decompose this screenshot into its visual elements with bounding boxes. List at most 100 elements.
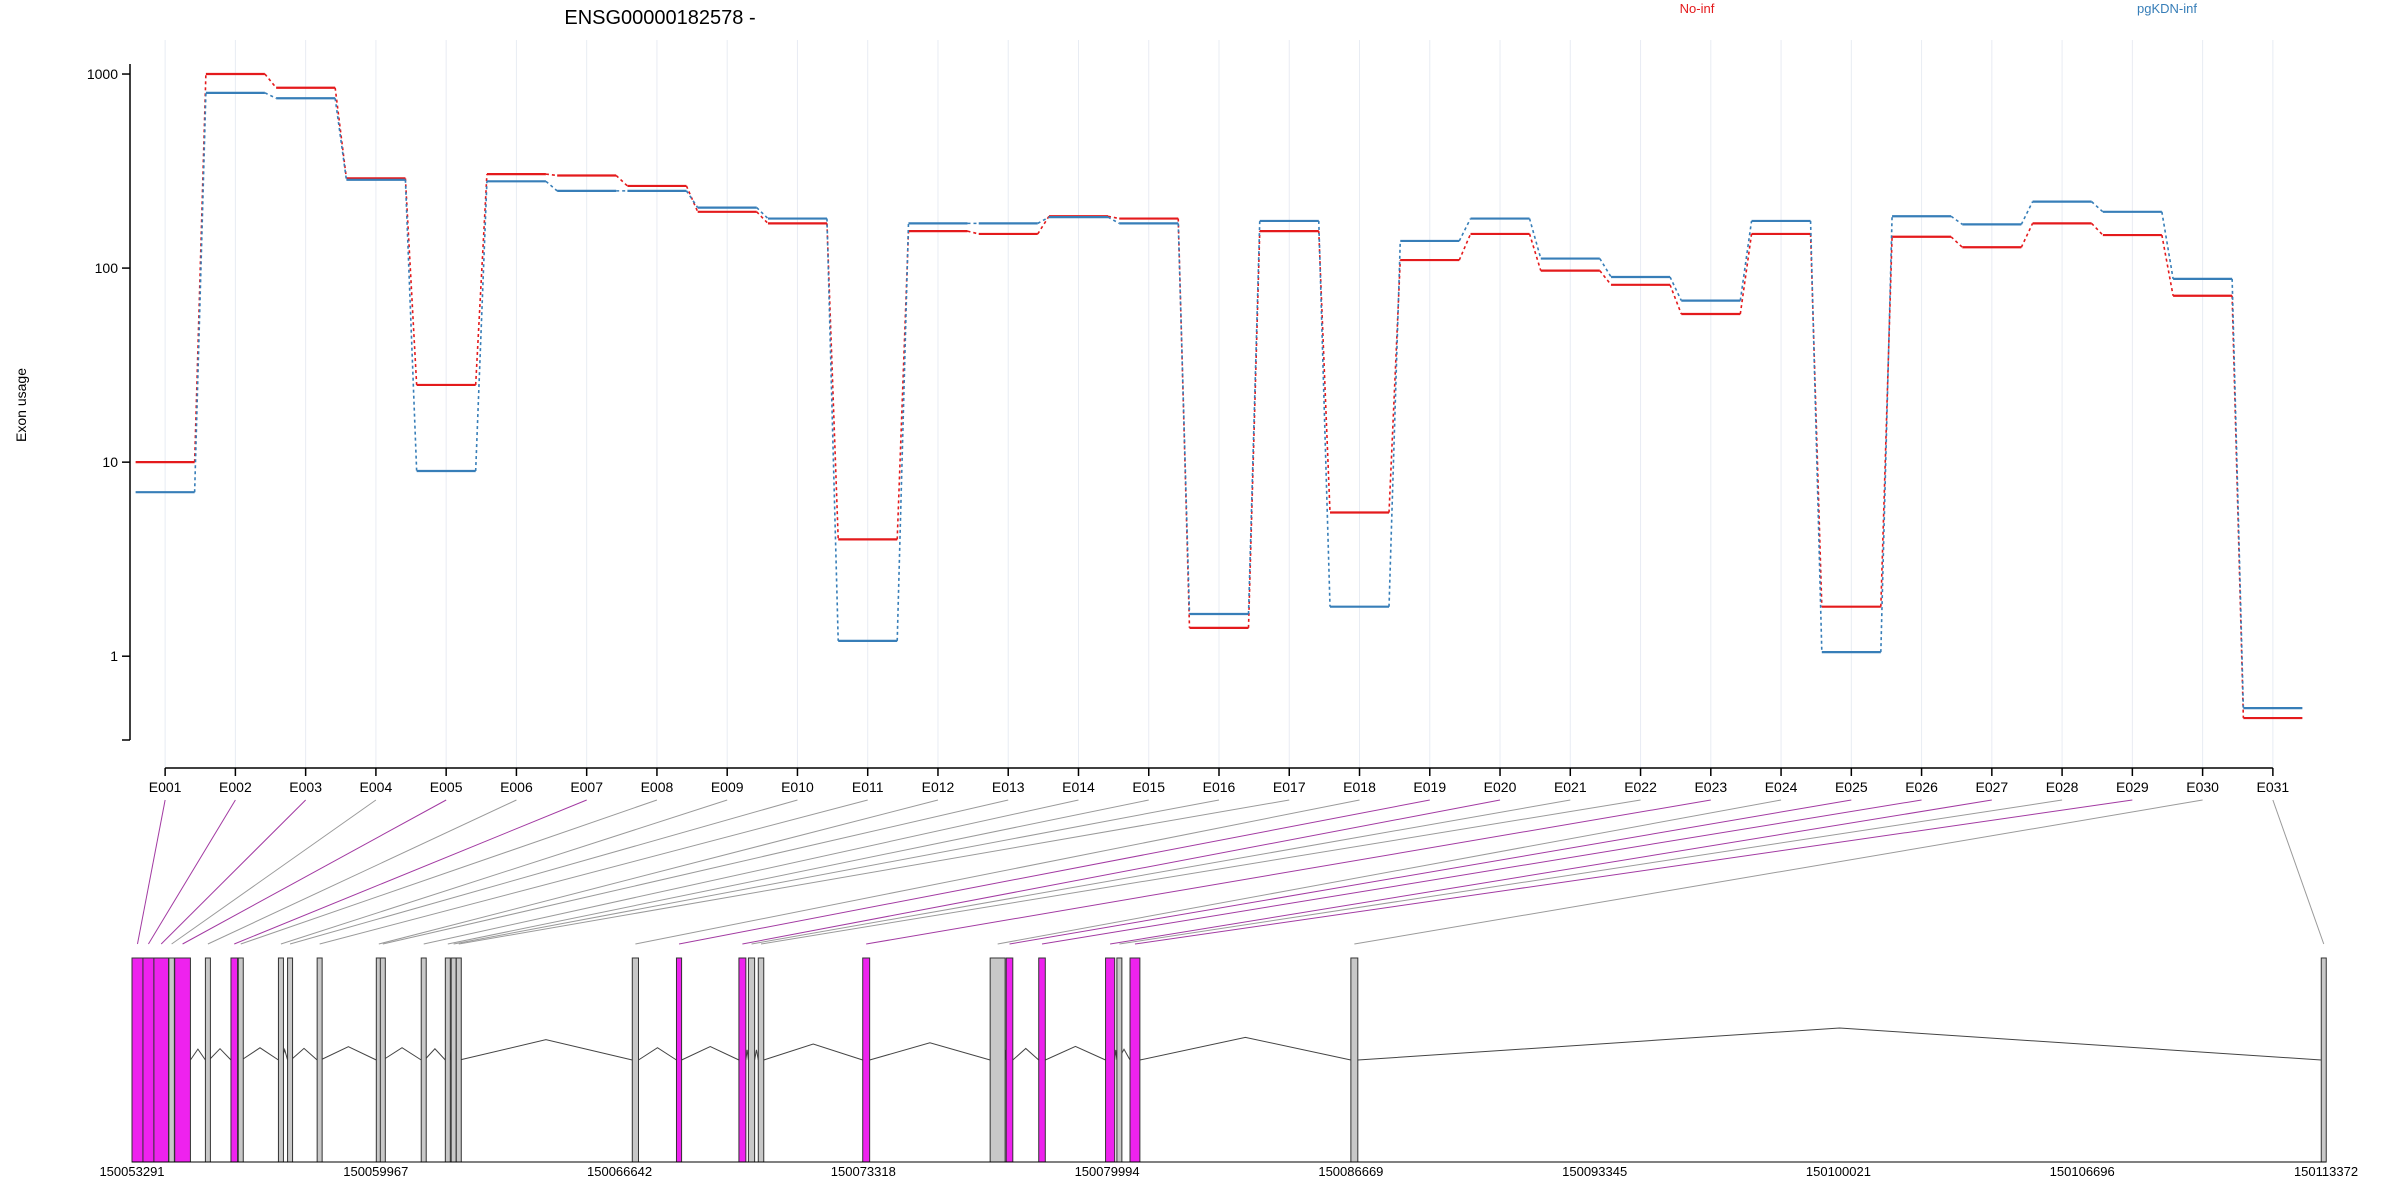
series-connector-no-inf bbox=[1528, 233, 1542, 271]
series-connector-pgkdn-inf bbox=[1177, 223, 1191, 615]
connector-e020 bbox=[742, 799, 1501, 945]
y-axis: 1 10 100 1000 bbox=[87, 64, 131, 741]
series-connector-no-inf bbox=[1458, 233, 1472, 261]
intron-line bbox=[320, 1046, 377, 1061]
intron-line bbox=[869, 1042, 991, 1061]
intron-line bbox=[424, 1048, 446, 1061]
exon-box-e001 bbox=[131, 957, 144, 1163]
series-connector-no-inf bbox=[1388, 260, 1402, 513]
connector-e018 bbox=[635, 799, 1360, 945]
exon-box-e015 bbox=[444, 957, 451, 1163]
exon-box-e027 bbox=[1105, 957, 1116, 1163]
series-connector-pgkdn-inf bbox=[1599, 258, 1612, 278]
x-tick-label: E018 bbox=[1343, 779, 1376, 795]
connector-e013 bbox=[382, 799, 1009, 945]
exon-box-e016 bbox=[450, 957, 457, 1163]
series-connector-no-inf bbox=[1247, 231, 1261, 628]
x-tick-label: E026 bbox=[1905, 779, 1938, 795]
coord-tick-label: 150106696 bbox=[2050, 1164, 2115, 1179]
series-connector-no-inf bbox=[896, 231, 910, 540]
exon-box-e002 bbox=[142, 957, 155, 1163]
connector-e012 bbox=[378, 799, 939, 945]
exon-box-e009 bbox=[277, 957, 284, 1163]
exon-box-e007 bbox=[230, 957, 239, 1163]
connector-e015 bbox=[447, 799, 1149, 945]
series-connector-pgkdn-inf bbox=[2091, 201, 2104, 213]
exon-box-e010 bbox=[287, 957, 294, 1163]
coord-tick-label: 150053291 bbox=[99, 1164, 164, 1179]
connector-e003 bbox=[160, 799, 306, 945]
intron-line bbox=[681, 1046, 740, 1061]
series-connector-no-inf bbox=[2091, 222, 2104, 236]
intron-line bbox=[638, 1047, 677, 1061]
x-tick-label: E002 bbox=[219, 779, 252, 795]
series-connector-pgkdn-inf bbox=[334, 98, 348, 180]
series-connector-pgkdn-inf bbox=[1388, 240, 1402, 607]
series-connector-pgkdn-inf bbox=[1037, 216, 1050, 225]
y-tick-label: 1000 bbox=[87, 66, 118, 82]
series-connector-pgkdn-inf bbox=[2161, 211, 2174, 279]
series-connector-pgkdn-inf bbox=[896, 223, 910, 641]
exon-box-e019 bbox=[675, 957, 683, 1163]
series-connector-pgkdn-inf bbox=[1107, 216, 1120, 225]
legend-entry-pgkdn-inf: pgKDN-inf bbox=[2137, 1, 2197, 16]
series-connector-no-inf bbox=[404, 178, 418, 385]
series-connector-pgkdn-inf bbox=[1880, 216, 1893, 653]
connector-e004 bbox=[171, 799, 377, 945]
x-tick-label: E021 bbox=[1554, 779, 1587, 795]
intron-line bbox=[208, 1047, 232, 1061]
series-connector-pgkdn-inf bbox=[1317, 220, 1331, 607]
series-connector-pgkdn-inf bbox=[474, 181, 488, 472]
exon-box-e003 bbox=[153, 957, 170, 1163]
legend-entry-no-inf: No-inf bbox=[1680, 1, 1715, 16]
exon-box-e005 bbox=[174, 957, 191, 1163]
connector-e026 bbox=[1041, 799, 1922, 945]
x-tick-label: E022 bbox=[1624, 779, 1657, 795]
series-connector-no-inf bbox=[264, 73, 277, 89]
exon-box-e023 bbox=[862, 957, 871, 1163]
series-connector-no-inf bbox=[545, 173, 558, 177]
connector-e007 bbox=[234, 799, 587, 945]
exon-box-e020 bbox=[738, 957, 747, 1163]
x-tick-label: E025 bbox=[1835, 779, 1868, 795]
x-tick-label: E028 bbox=[2046, 779, 2079, 795]
connector-e010 bbox=[289, 799, 798, 945]
exon-box-e022 bbox=[757, 957, 765, 1163]
series-connector-pgkdn-inf bbox=[1809, 220, 1823, 653]
series-connector-pgkdn-inf bbox=[193, 92, 207, 493]
connector-e023 bbox=[866, 799, 1711, 945]
series-connector-pgkdn-inf bbox=[2020, 201, 2034, 225]
series-connector-no-inf bbox=[1880, 236, 1893, 607]
y-tick-label: 100 bbox=[95, 260, 119, 276]
series-connector-no-inf bbox=[1599, 270, 1612, 286]
connector-e024 bbox=[997, 799, 1782, 945]
exon-box-e026 bbox=[1038, 957, 1046, 1163]
connector-e006 bbox=[207, 799, 517, 945]
exon-box-e030 bbox=[1350, 957, 1359, 1163]
connector-e022 bbox=[760, 799, 1641, 945]
coord-tick-label: 150113372 bbox=[2294, 1164, 2358, 1179]
x-tick-label: E020 bbox=[1484, 779, 1517, 795]
connector-e017 bbox=[458, 799, 1290, 945]
intron-line bbox=[754, 1049, 759, 1061]
intron-line bbox=[459, 1039, 633, 1061]
x-tick-label: E015 bbox=[1132, 779, 1165, 795]
exon-box-e004 bbox=[168, 957, 175, 1163]
series-connector-pgkdn-inf bbox=[545, 180, 558, 192]
exon-box-e031 bbox=[2320, 957, 2327, 1163]
connector-e031 bbox=[2272, 799, 2325, 945]
x-tick-label: E029 bbox=[2116, 779, 2149, 795]
series-connector-pgkdn-inf bbox=[1669, 276, 1683, 301]
exon-connector-lines bbox=[136, 799, 2325, 945]
connector-e011 bbox=[319, 799, 868, 945]
plot-gridlines bbox=[164, 40, 2274, 768]
series-connector-pgkdn-inf bbox=[1739, 220, 1753, 301]
x-tick-label: E013 bbox=[992, 779, 1025, 795]
connector-e001 bbox=[136, 799, 166, 945]
connector-e002 bbox=[148, 799, 236, 945]
x-tick-label: E031 bbox=[2257, 779, 2290, 795]
coord-tick-label: 150100021 bbox=[1806, 1164, 1871, 1179]
x-tick-label: E003 bbox=[289, 779, 322, 795]
x-tick-label: E024 bbox=[1765, 779, 1798, 795]
